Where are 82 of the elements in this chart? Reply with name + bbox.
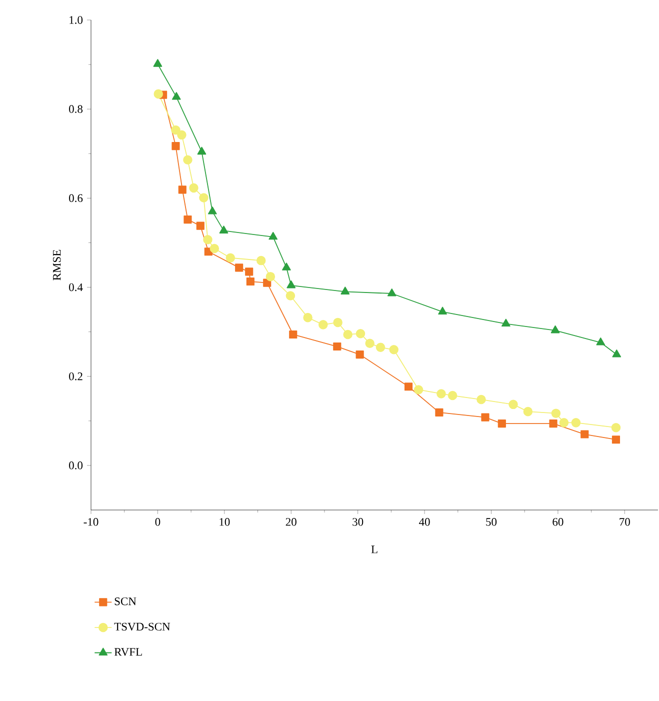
point [389, 345, 398, 354]
point [153, 59, 162, 67]
y-axis-title: RMSE [53, 250, 61, 280]
point [376, 342, 386, 352]
point [356, 350, 364, 359]
point [596, 337, 606, 346]
point [549, 420, 558, 428]
point [282, 262, 291, 270]
x-tick-label: -10 [84, 518, 98, 526]
point [303, 312, 312, 322]
point [286, 280, 296, 288]
point [501, 318, 510, 327]
x-tick-label: 30 [352, 518, 364, 526]
point [550, 325, 560, 334]
point [404, 382, 413, 391]
point [178, 186, 186, 194]
point [356, 328, 366, 338]
point [189, 183, 198, 193]
point [196, 222, 204, 230]
point [333, 342, 342, 351]
point [448, 390, 458, 400]
x-tick-label: 10 [220, 518, 230, 526]
y-tick-label: 0.2 [69, 372, 82, 380]
point [365, 338, 374, 348]
legend-label: RVFL [114, 648, 142, 656]
point [476, 394, 486, 404]
point [154, 89, 164, 99]
point [318, 320, 328, 330]
point [612, 436, 620, 444]
y-tick-label: 0.8 [69, 105, 83, 113]
point [435, 408, 444, 416]
point [171, 125, 180, 135]
point [438, 306, 447, 315]
point [571, 418, 581, 428]
point [333, 318, 342, 328]
point [559, 418, 569, 428]
point [172, 92, 181, 100]
point [256, 256, 266, 266]
point [219, 226, 228, 234]
point [177, 130, 186, 140]
x-tick-label: 20 [286, 518, 296, 526]
point [286, 291, 296, 300]
point [343, 330, 352, 340]
point [226, 253, 236, 263]
point [481, 413, 490, 422]
point [199, 193, 208, 202]
point [340, 286, 350, 294]
x-tick-label: 50 [486, 518, 497, 526]
point [268, 232, 278, 240]
x-tick-label: 0 [155, 518, 160, 526]
point [414, 385, 424, 394]
point [208, 206, 217, 214]
point [246, 277, 254, 286]
point [235, 264, 244, 272]
point [611, 422, 621, 432]
y-tick-label: 0.6 [69, 194, 83, 202]
legend-label: TSVD-SCN [114, 622, 170, 631]
x-tick-label: 60 [552, 518, 564, 526]
point [172, 142, 180, 150]
point [210, 244, 220, 254]
point [580, 430, 589, 438]
y-tick-label: 0.4 [69, 283, 83, 292]
legend-label: SCN [114, 597, 136, 606]
point [197, 146, 206, 155]
point [498, 420, 506, 428]
point [387, 288, 396, 296]
x-tick-label: 40 [419, 518, 430, 526]
point [203, 234, 212, 244]
point [436, 389, 446, 398]
point [612, 350, 622, 358]
point [523, 406, 533, 416]
x-tick-label: 70 [620, 518, 630, 526]
point [266, 272, 276, 282]
point [508, 400, 518, 410]
x-axis-title: L [371, 546, 378, 554]
y-tick-label: 1.0 [70, 16, 83, 24]
point [289, 330, 298, 339]
point [551, 408, 561, 418]
point [184, 216, 192, 224]
y-tick-label: 0.0 [69, 462, 83, 470]
point [183, 155, 192, 164]
point [245, 268, 254, 276]
